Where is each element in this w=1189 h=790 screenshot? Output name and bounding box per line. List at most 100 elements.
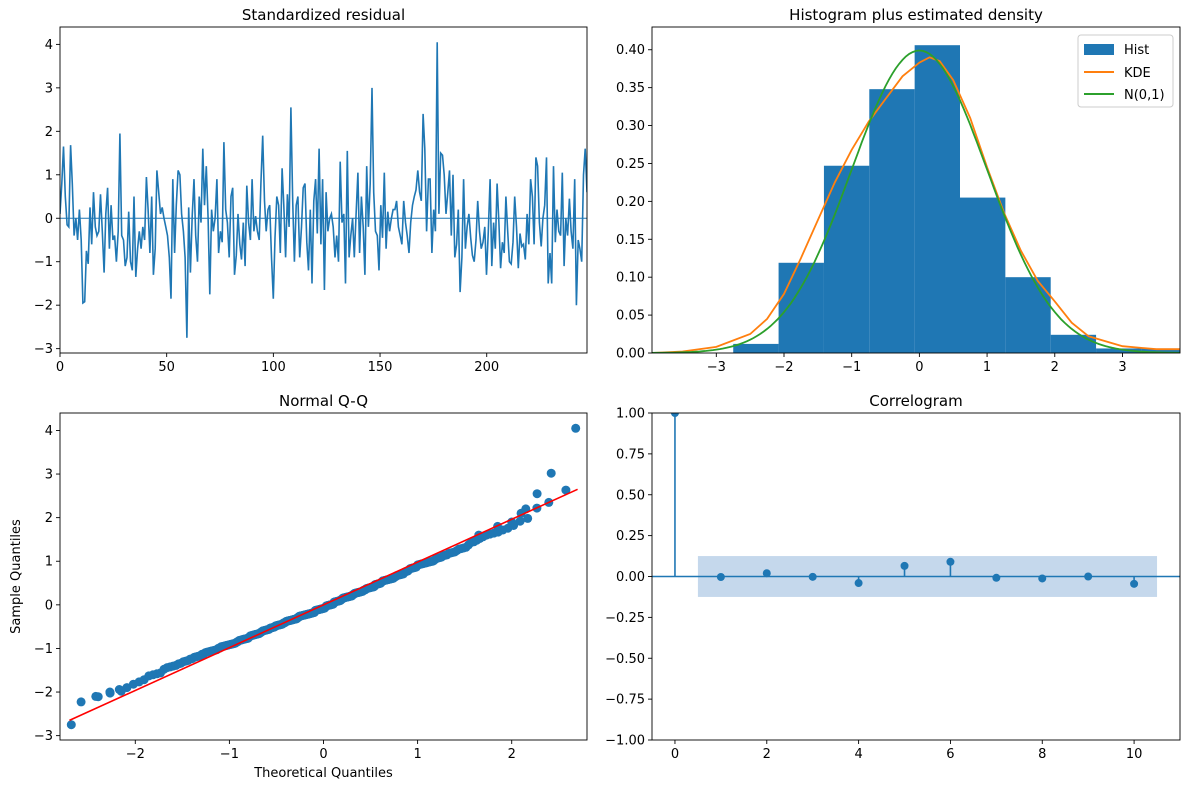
- qq-point-tail: [105, 687, 115, 697]
- y-tick-label: 1: [45, 555, 53, 570]
- x-tick-label: −3: [707, 360, 726, 375]
- legend: Hist KDE N(0,1): [1077, 34, 1174, 108]
- y-tick-label: 2: [45, 125, 53, 140]
- qq-reference-line: [69, 488, 578, 722]
- kde-line: [652, 56, 1180, 353]
- y-tick-label: −1: [34, 255, 53, 270]
- x-tick-label: −1: [842, 360, 861, 375]
- x-axis-label: Theoretical Quantiles: [253, 766, 393, 781]
- x-tick-label: −2: [774, 360, 793, 375]
- chart-title: Correlogram: [869, 392, 962, 410]
- y-tick-label: 0.05: [616, 309, 645, 324]
- y-tick-label: −3: [34, 729, 53, 744]
- y-tick-label: 0.10: [616, 271, 645, 286]
- x-tick-label: 0: [915, 360, 923, 375]
- acf-marker: [808, 572, 817, 581]
- y-tick-label: 0: [45, 212, 53, 227]
- x-tick-label: 1: [413, 747, 421, 762]
- acf-marker: [762, 569, 771, 578]
- y-tick-label: 4: [45, 38, 53, 53]
- qq-point-tail: [571, 423, 581, 433]
- acf-marker: [1130, 579, 1139, 588]
- qq-point-tail: [66, 720, 76, 730]
- histogram-bar: [1050, 334, 1097, 353]
- subplot-1: 0 50 100 150 200 −3 −2 −1 0 1 2 3 4 Standardized resi…: [34, 6, 588, 375]
- y-tick-label: −1: [34, 642, 53, 657]
- qq-point-tail: [532, 489, 542, 499]
- x-tick-label: 0: [319, 747, 327, 762]
- acf-marker: [1038, 574, 1047, 583]
- x-tick-label: 50: [158, 360, 175, 375]
- residual-line: [60, 42, 587, 338]
- x-tick-label: 4: [854, 747, 862, 762]
- legend-label-hist: Hist: [1124, 43, 1149, 58]
- y-tick-label: 0.75: [616, 447, 645, 462]
- x-tick-label: 1: [983, 360, 991, 375]
- x-tick-label: 10: [1126, 747, 1143, 762]
- x-tick-label: −2: [126, 747, 145, 762]
- y-tick-label: 0.25: [616, 529, 645, 544]
- y-tick-label: −1.00: [605, 734, 645, 749]
- y-tick-label: 0.20: [616, 195, 645, 210]
- acf-marker: [946, 557, 955, 566]
- acf-marker: [854, 579, 863, 588]
- chart-title: Histogram plus estimated density: [789, 6, 1043, 24]
- x-tick-label: 0: [56, 360, 64, 375]
- chart-title: Normal Q-Q: [279, 392, 368, 410]
- acf-marker: [1084, 572, 1093, 581]
- axes-frame: [59, 412, 588, 741]
- histogram-bar: [869, 89, 915, 353]
- y-tick-label: −0.75: [605, 693, 645, 708]
- qq-point: [561, 485, 571, 495]
- y-tick-label: 0.40: [616, 43, 645, 58]
- qq-point: [76, 697, 86, 707]
- qq-point-tail: [91, 691, 101, 701]
- y-tick-label: 0.00: [616, 570, 645, 585]
- qq-point-tail: [116, 686, 126, 696]
- subplot-3: −2 −1 0 1 2 −3 −2 −1 0 1 2 3 4 Normal Q-Q Theoretical …: [9, 392, 604, 781]
- x-tick-label: 0: [671, 747, 679, 762]
- normal-density-line: [652, 49, 1180, 353]
- x-tick-label: 2: [763, 747, 771, 762]
- legend-label-kde: KDE: [1124, 66, 1151, 81]
- histogram-bar: [1096, 348, 1142, 353]
- histogram-bar: [778, 262, 824, 353]
- histogram-bar: [823, 165, 870, 353]
- x-tick-label: 2: [508, 747, 516, 762]
- x-tick-label: 6: [946, 747, 954, 762]
- qq-point: [43, 719, 52, 728]
- histogram-bar: [1141, 348, 1180, 353]
- y-tick-label: 3: [45, 81, 53, 96]
- x-tick-label: 3: [1118, 360, 1126, 375]
- y-tick-label: −3: [34, 342, 53, 357]
- axes-frame: [651, 26, 1181, 354]
- qq-point-tail: [546, 468, 556, 478]
- y-tick-label: 1.00: [616, 407, 645, 422]
- y-tick-label: 0.00: [616, 347, 645, 362]
- qq-point: [595, 458, 604, 467]
- qq-point: [515, 516, 525, 526]
- subplot-4: 0 2 4 6 8 10 −1.00 −0.75 −0.50 −0.25 0.00 0.25 0.50 0…: [605, 392, 1181, 762]
- y-tick-label: −2: [34, 686, 53, 701]
- qq-point: [523, 513, 533, 523]
- x-tick-label: 2: [1051, 360, 1059, 375]
- acf-marker: [992, 573, 1001, 582]
- y-tick-label: −0.25: [605, 611, 645, 626]
- x-tick-label: 100: [261, 360, 286, 375]
- x-tick-label: 150: [368, 360, 393, 375]
- y-tick-label: 4: [45, 424, 53, 439]
- x-tick-label: 8: [1038, 747, 1046, 762]
- y-tick-label: 1: [45, 168, 53, 183]
- y-tick-label: 0.50: [616, 488, 645, 503]
- histogram-bar: [960, 197, 1006, 353]
- y-tick-label: 2: [45, 511, 53, 526]
- legend-label-normal: N(0,1): [1124, 88, 1165, 103]
- chart-title: Standardized residual: [242, 6, 405, 24]
- y-tick-label: 0.15: [616, 233, 645, 248]
- axes-frame: [59, 26, 588, 354]
- y-tick-label: 0: [45, 598, 53, 613]
- histogram-bar: [1005, 277, 1051, 353]
- legend-swatch-hist: [1084, 44, 1114, 55]
- y-tick-label: 0.30: [616, 119, 645, 134]
